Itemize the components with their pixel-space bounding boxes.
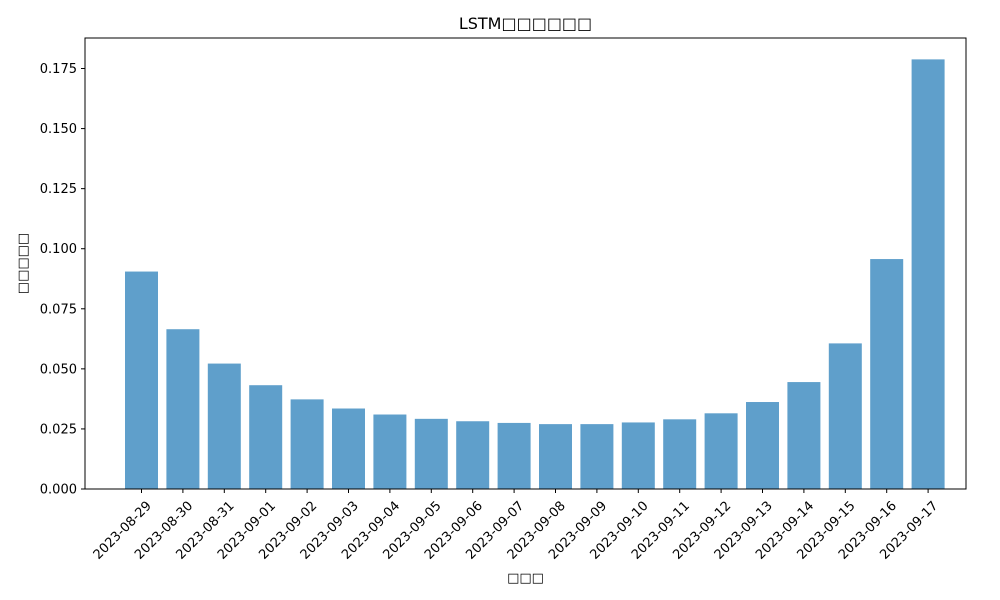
- y-axis: 0.000 0.025 0.050 0.075 0.100 0.125 0.150 0.175: [40, 62, 85, 498]
- bar-2023-09-04: [373, 414, 407, 489]
- bar-2023-08-31: [207, 363, 241, 489]
- bar-2023-09-17: [911, 59, 945, 490]
- y-tick-label: 0.075: [40, 302, 77, 317]
- y-tick-label: 0.025: [40, 422, 77, 437]
- bar-2023-09-06: [456, 421, 490, 489]
- plot-frame: [84, 37, 967, 490]
- bar-2023-09-02: [290, 399, 324, 489]
- x-axis: 2023-08-292023-08-302023-08-312023-09-01…: [91, 489, 941, 563]
- bar-2023-08-30: [166, 329, 200, 489]
- bar-2023-09-03: [332, 408, 365, 489]
- y-tick-label: 0.100: [40, 242, 77, 257]
- bar-2023-09-15: [828, 343, 862, 489]
- bar-2023-09-14: [787, 382, 821, 489]
- chart-title: LSTM□□□□□□: [459, 14, 592, 33]
- x-axis-label: □□□: [507, 571, 544, 586]
- bar-2023-09-01: [249, 385, 283, 489]
- bar-2023-09-07: [497, 422, 531, 489]
- y-tick-label: 0.000: [40, 483, 77, 498]
- y-axis-label: □□□□□: [16, 233, 31, 294]
- bar-2023-09-16: [870, 259, 904, 489]
- bar-2023-09-13: [746, 402, 779, 489]
- bar-2023-09-12: [704, 413, 738, 489]
- bar-2023-09-08: [539, 424, 572, 489]
- y-tick-label: 0.050: [40, 362, 77, 377]
- bar-2023-09-11: [663, 419, 697, 489]
- y-tick-label: 0.175: [40, 62, 77, 77]
- bar-2023-08-29: [125, 271, 158, 489]
- bar-2023-09-09: [580, 424, 614, 489]
- y-tick-label: 0.125: [40, 182, 77, 197]
- bar-2023-09-05: [414, 418, 448, 489]
- y-tick-label: 0.150: [40, 122, 77, 137]
- bars: [125, 59, 945, 490]
- bar-2023-09-10: [621, 422, 655, 489]
